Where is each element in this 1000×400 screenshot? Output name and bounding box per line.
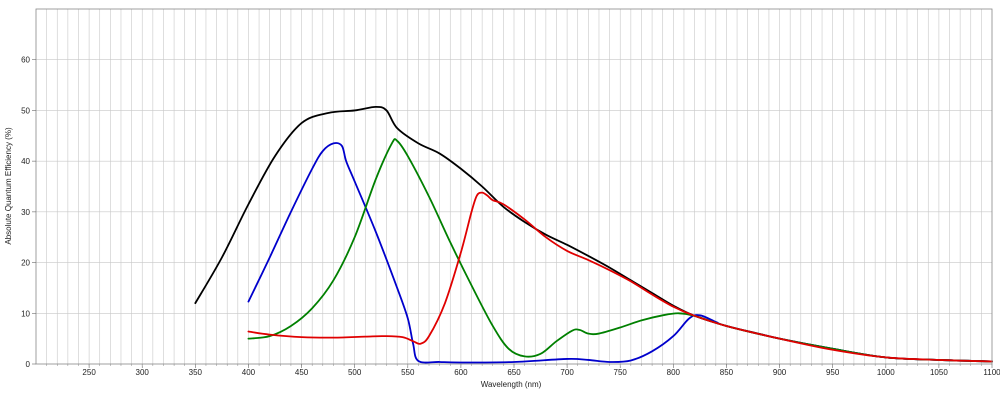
tick-layer: 250 300 350 400 450 500 550 600 650 700 750 800 850 9…	[21, 56, 1000, 377]
x-tick-label: 650	[507, 368, 521, 377]
x-tick-label: 700	[560, 368, 574, 377]
y-tick-label: 20	[21, 259, 30, 268]
x-tick-label: 450	[295, 368, 309, 377]
x-tick-label: 250	[82, 368, 96, 377]
x-tick-label: 400	[242, 368, 256, 377]
y-tick-label: 10	[21, 309, 30, 318]
x-tick-label: 900	[773, 368, 787, 377]
x-tick-label: 550	[401, 368, 415, 377]
y-tick-label: 30	[21, 208, 30, 217]
y-tick-label: 50	[21, 106, 30, 115]
y-tick-label: 60	[21, 56, 30, 65]
x-tick-label: 800	[667, 368, 681, 377]
x-tick-label: 850	[720, 368, 734, 377]
series-layer	[194, 105, 993, 364]
x-tick-label: 300	[136, 368, 150, 377]
y-axis-title: Absolute Quantum Efficiency (%)	[4, 127, 13, 245]
y-tick-label: 0	[26, 360, 31, 369]
x-tick-label: 750	[614, 368, 628, 377]
x-tick-label: 350	[189, 368, 203, 377]
y-tick-label: 40	[21, 157, 30, 166]
x-tick-label: 1000	[877, 368, 895, 377]
grid-layer	[36, 9, 992, 364]
red-qe-curve	[247, 191, 993, 363]
x-tick-label: 600	[454, 368, 468, 377]
x-tick-label: 1050	[930, 368, 948, 377]
x-tick-label: 950	[826, 368, 840, 377]
x-tick-label: 500	[348, 368, 362, 377]
x-axis-title: Wavelength (nm)	[481, 380, 542, 389]
x-tick-label: 1100	[983, 368, 1000, 377]
